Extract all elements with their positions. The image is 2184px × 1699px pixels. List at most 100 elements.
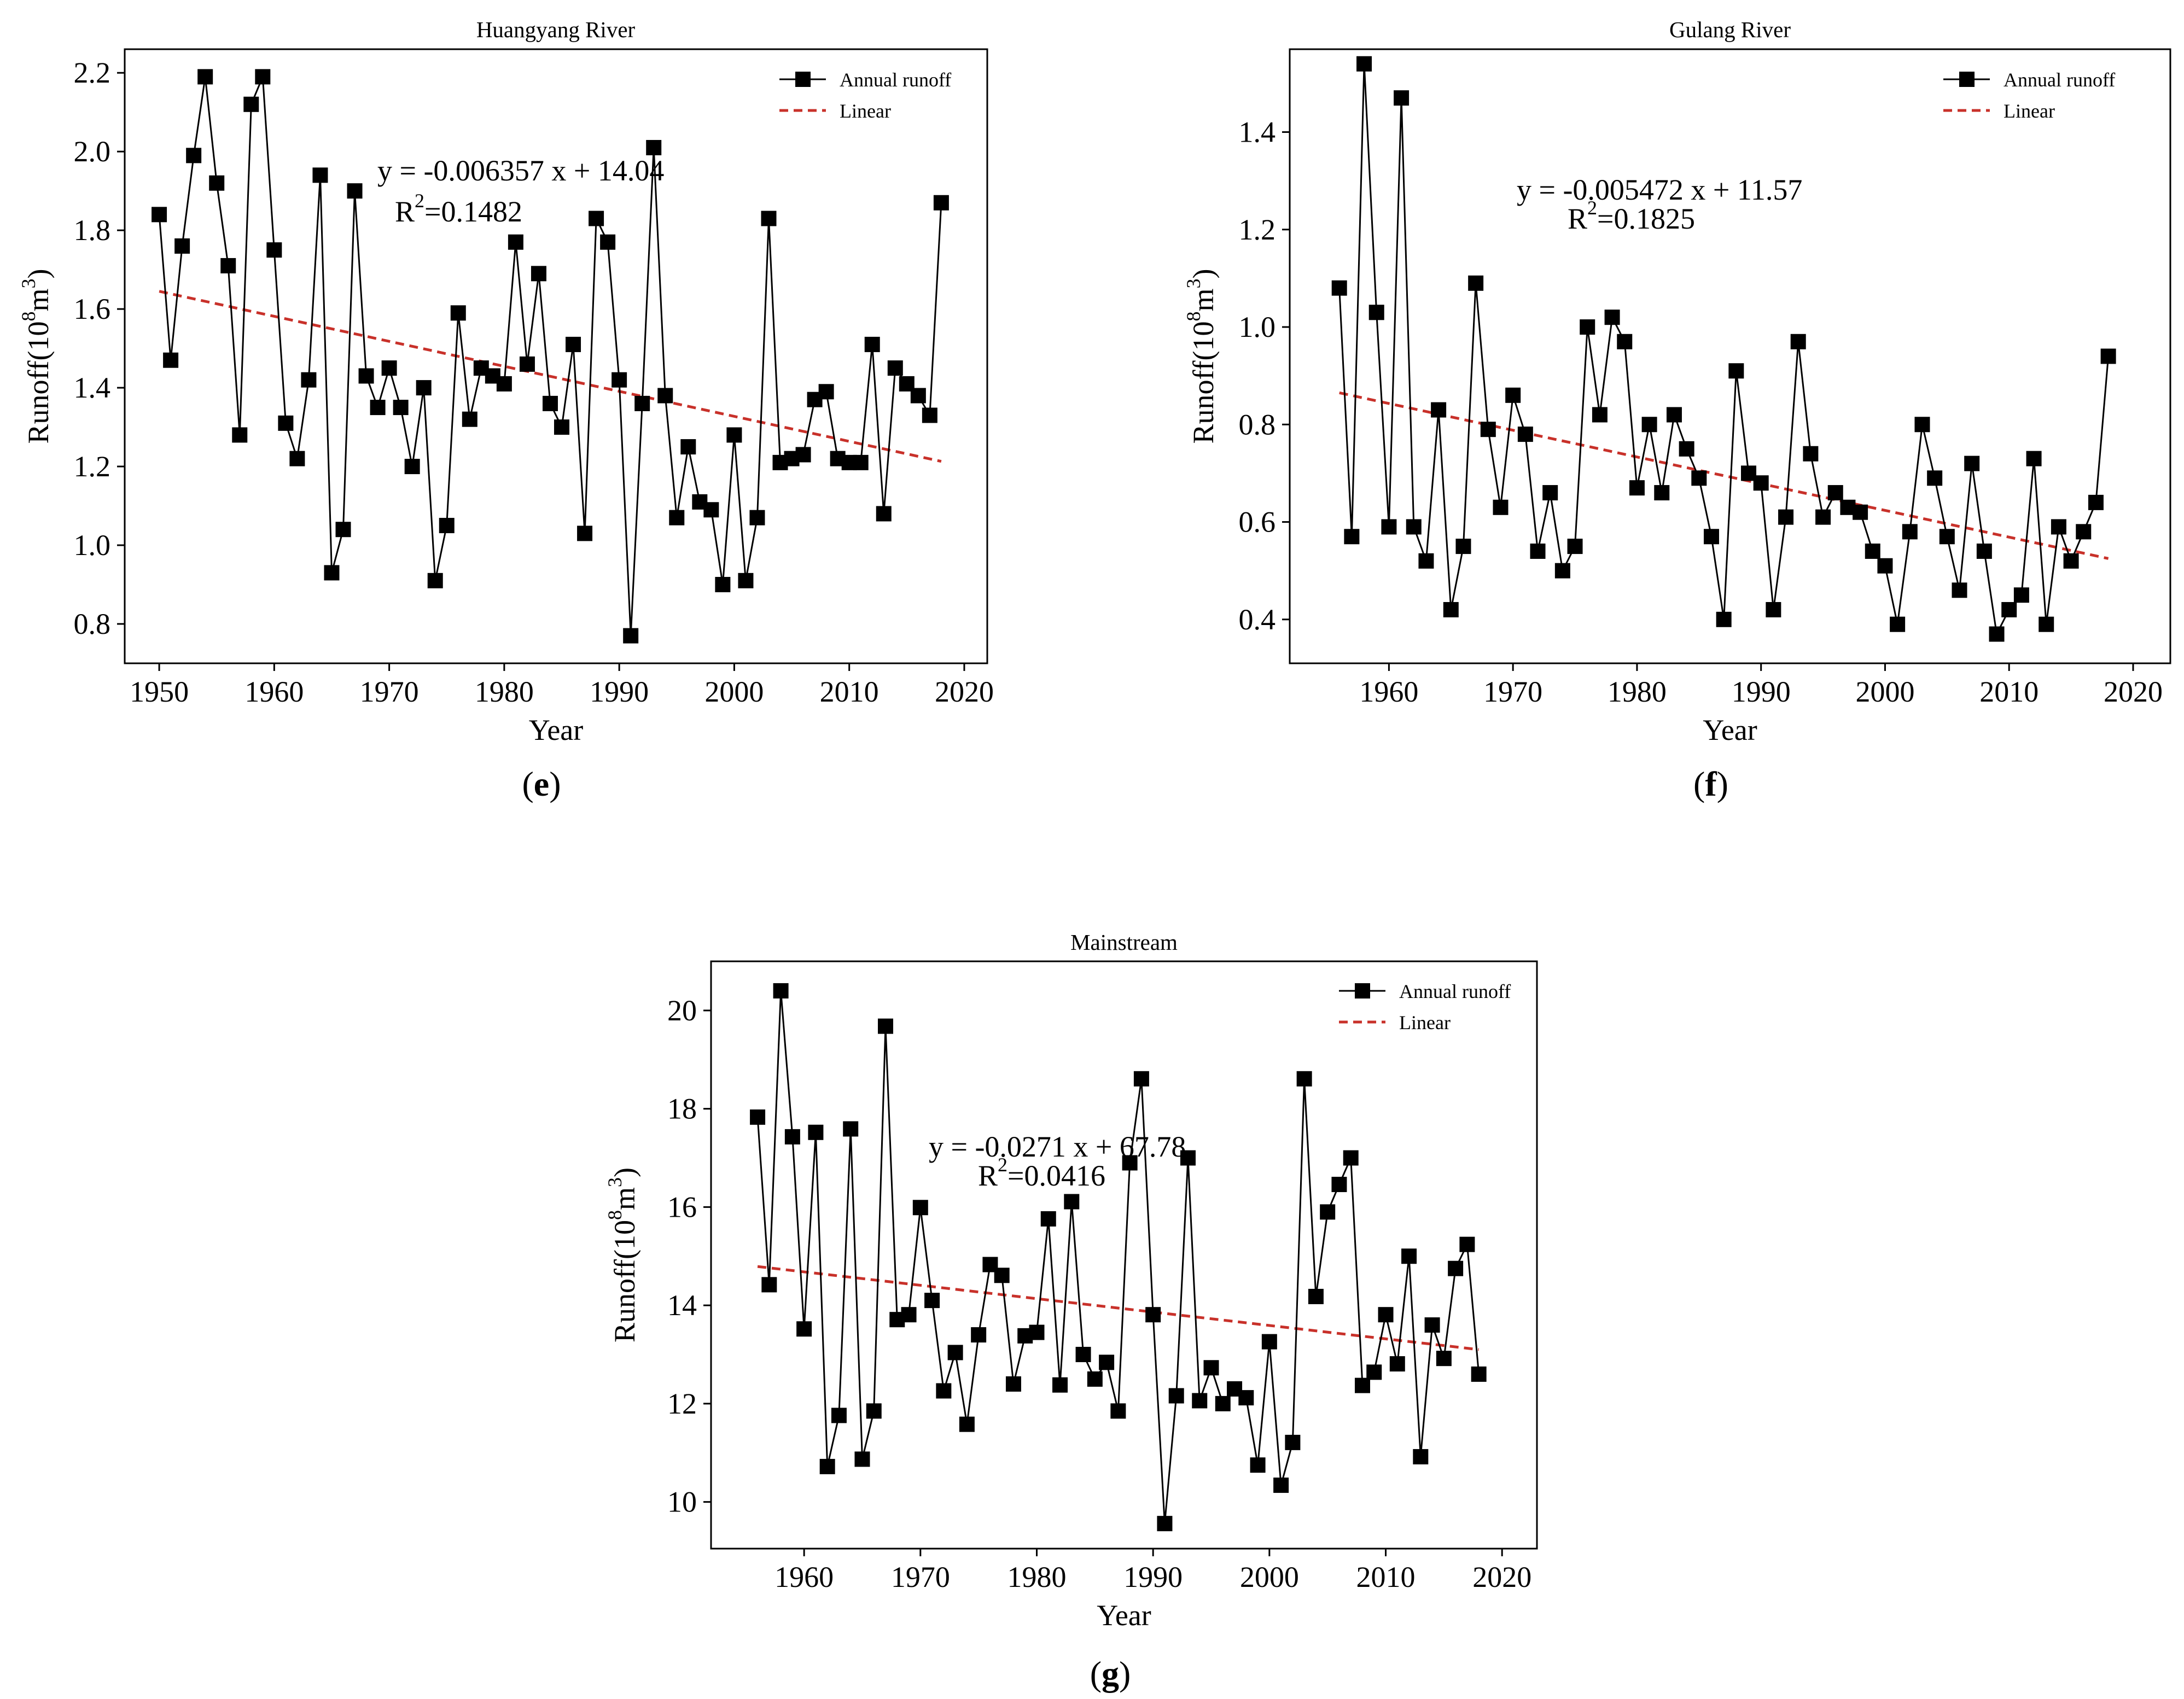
panel-label-open: ( <box>1693 764 1705 803</box>
data-point <box>2051 519 2066 535</box>
data-point <box>1192 1393 1208 1409</box>
data-point <box>971 1327 987 1343</box>
data-point <box>843 1121 859 1137</box>
data-point <box>519 356 535 372</box>
data-point <box>887 360 903 376</box>
data-point <box>1356 56 1372 72</box>
data-point <box>508 234 523 250</box>
data-point <box>1567 539 1583 554</box>
data-point <box>1389 1356 1405 1372</box>
data-point <box>197 69 213 85</box>
data-point <box>312 167 328 183</box>
data-point <box>462 411 477 427</box>
data-point <box>1394 90 1410 106</box>
data-point <box>404 459 420 475</box>
data-point <box>1890 616 1906 632</box>
data-point <box>864 336 880 352</box>
data-point <box>370 400 386 416</box>
data-point <box>1087 1371 1103 1387</box>
x-tick-label: 2010 <box>820 675 879 708</box>
r-squared: R2=0.0416 <box>978 1154 1105 1192</box>
data-point <box>1331 1177 1347 1193</box>
y-tick-label: 20 <box>667 994 697 1027</box>
y-axis-label-suffix: ) <box>22 269 55 279</box>
y-tick-label: 1.2 <box>1239 213 1276 246</box>
data-point <box>922 407 937 423</box>
y-axis-label-sup1: 8 <box>1183 312 1204 322</box>
data-point <box>2088 494 2104 510</box>
data-point <box>600 234 616 250</box>
data-point <box>611 372 627 388</box>
data-point <box>2013 587 2029 603</box>
data-point <box>1285 1434 1301 1450</box>
x-tick-label: 1990 <box>590 675 649 708</box>
r-squared-sup: 2 <box>415 190 424 212</box>
y-axis-label-unit: m <box>608 1187 641 1210</box>
data-point <box>278 415 294 431</box>
data-point <box>749 510 765 526</box>
y-tick-label: 1.8 <box>74 214 111 247</box>
data-point <box>381 360 397 376</box>
data-point <box>1455 539 1471 554</box>
x-tick-label: 1970 <box>891 1561 950 1593</box>
r-squared: R2=0.1825 <box>1568 197 1695 235</box>
x-tick-label: 2000 <box>1855 675 1914 708</box>
panel-label-close: ) <box>1717 764 1728 803</box>
data-point <box>2039 616 2054 632</box>
y-tick-label: 0.8 <box>1239 408 1276 441</box>
x-tick-label: 1980 <box>1608 675 1667 708</box>
data-point <box>876 506 892 522</box>
data-point <box>1629 480 1645 496</box>
data-point <box>910 388 926 404</box>
data-point <box>1505 387 1521 403</box>
y-tick-label: 0.4 <box>1239 603 1276 636</box>
data-point <box>1493 499 1509 515</box>
data-point <box>2100 348 2116 364</box>
y-tick-label: 1.4 <box>74 371 111 404</box>
chart-huangyang-river: Huangyang River 1950 1960 1970 1980 1990 2000 2… <box>18 17 994 803</box>
data-point <box>1099 1354 1115 1370</box>
data-point <box>1406 519 1422 535</box>
data-point <box>866 1403 882 1419</box>
data-point <box>255 69 271 85</box>
data-point <box>1110 1403 1126 1419</box>
y-axis-label: Runoff(108m3) <box>604 1167 641 1342</box>
y-axis-label-sup2: 3 <box>18 278 39 288</box>
data-point <box>1803 446 1819 462</box>
plot-frame <box>1289 48 2171 664</box>
data-point <box>163 352 179 368</box>
data-point <box>1753 475 1769 491</box>
data-point <box>496 376 512 392</box>
data-point <box>1471 1366 1487 1382</box>
data-point <box>1308 1288 1324 1304</box>
data-point <box>1168 1388 1184 1404</box>
data-point <box>994 1268 1010 1283</box>
panel-label-open: ( <box>1090 1654 1102 1693</box>
legend-marker-annual-runoff <box>1959 72 1975 87</box>
legend-label-annual-runoff: Annual runoff <box>840 69 951 91</box>
data-point <box>795 447 811 463</box>
data-point <box>566 336 581 352</box>
data-point <box>1790 334 1806 349</box>
legend-marker-annual-runoff <box>1355 983 1370 999</box>
data-point <box>1530 544 1546 559</box>
legend-label-linear: Linear <box>840 100 891 122</box>
r-squared-label: R <box>395 195 415 228</box>
data-point <box>1436 1351 1452 1367</box>
data-point <box>1296 1071 1312 1087</box>
x-tick-label: 2010 <box>1356 1561 1416 1593</box>
data-point <box>1366 1364 1382 1380</box>
data-point <box>542 395 558 411</box>
data-point <box>1005 1376 1021 1392</box>
panel-label-close: ) <box>1119 1654 1131 1693</box>
x-axis-label: Year <box>529 714 584 746</box>
x-tick-label: 1990 <box>1123 1561 1183 1593</box>
x-tick-label: 2000 <box>1240 1561 1299 1593</box>
legend-label-linear: Linear <box>2004 100 2055 122</box>
chart-title: Mainstream <box>1070 930 1178 955</box>
data-point <box>531 266 546 282</box>
data-point <box>1203 1360 1219 1376</box>
data-point <box>266 242 282 258</box>
data-point <box>1378 1307 1394 1323</box>
x-axis-label: Year <box>1097 1599 1151 1632</box>
